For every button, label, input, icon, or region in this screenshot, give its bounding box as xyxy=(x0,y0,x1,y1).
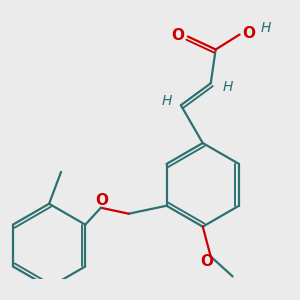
Text: H: H xyxy=(223,80,233,94)
Text: O: O xyxy=(95,193,108,208)
Text: O: O xyxy=(242,26,255,41)
Text: O: O xyxy=(171,28,184,43)
Text: O: O xyxy=(200,254,213,269)
Text: H: H xyxy=(162,94,172,108)
Text: H: H xyxy=(260,21,271,34)
